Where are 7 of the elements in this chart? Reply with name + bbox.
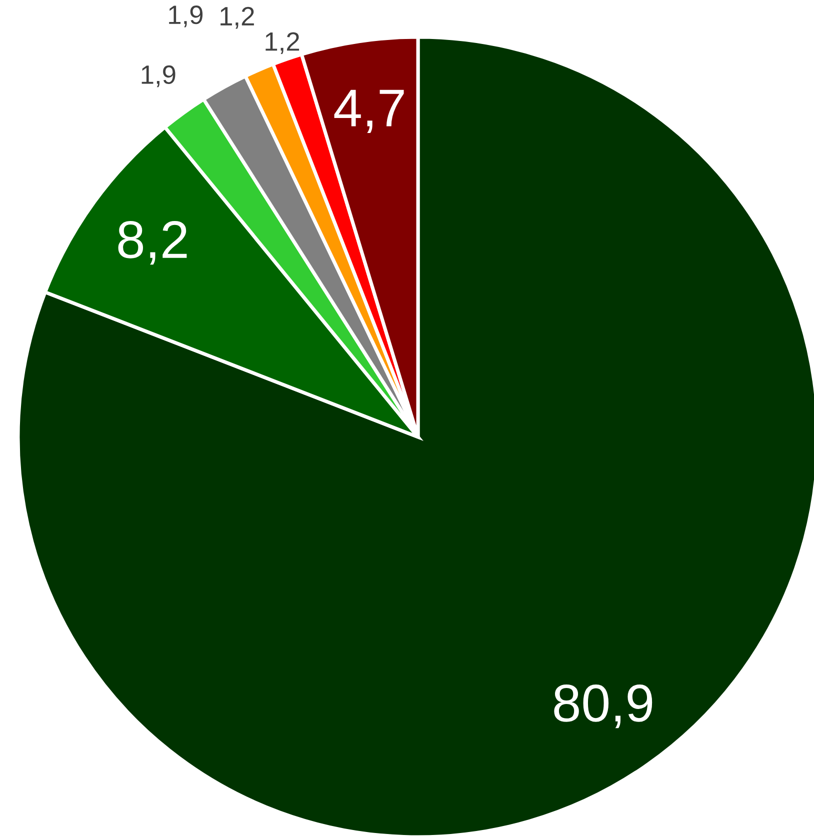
data-label: 80,9 <box>554 684 652 728</box>
data-label: 1,9 <box>169 6 203 28</box>
data-label: 1,9 <box>142 65 176 88</box>
data-label: 4,7 <box>334 90 404 133</box>
data-label: 8,2 <box>118 221 187 265</box>
data-label: 1,2 <box>266 32 300 54</box>
data-label: 1,2 <box>220 6 254 29</box>
